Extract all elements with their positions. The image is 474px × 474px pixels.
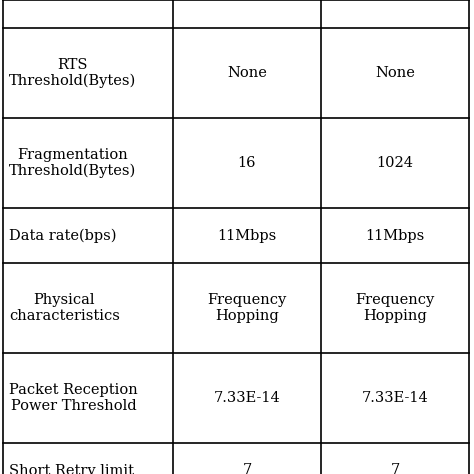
Text: 7: 7 — [391, 464, 400, 474]
Text: Physical
characteristics: Physical characteristics — [9, 293, 120, 323]
Text: Data rate(bps): Data rate(bps) — [9, 228, 117, 243]
Text: Frequency
Hopping: Frequency Hopping — [207, 293, 287, 323]
Text: None: None — [375, 66, 415, 80]
Text: 1024: 1024 — [376, 156, 413, 170]
Text: Frequency
Hopping: Frequency Hopping — [356, 293, 435, 323]
Text: 7.33E-14: 7.33E-14 — [214, 391, 281, 405]
Text: Short Retry limit: Short Retry limit — [9, 464, 134, 474]
Text: RTS
Threshold(Bytes): RTS Threshold(Bytes) — [9, 58, 136, 88]
Text: 11Mbps: 11Mbps — [218, 228, 277, 243]
Text: None: None — [227, 66, 267, 80]
Text: 7.33E-14: 7.33E-14 — [362, 391, 428, 405]
Text: Fragmentation
Threshold(Bytes): Fragmentation Threshold(Bytes) — [9, 148, 136, 178]
Text: 11Mbps: 11Mbps — [365, 228, 425, 243]
Text: 7: 7 — [242, 464, 252, 474]
Text: Packet Reception
Power Threshold: Packet Reception Power Threshold — [9, 383, 138, 413]
Text: 16: 16 — [238, 156, 256, 170]
